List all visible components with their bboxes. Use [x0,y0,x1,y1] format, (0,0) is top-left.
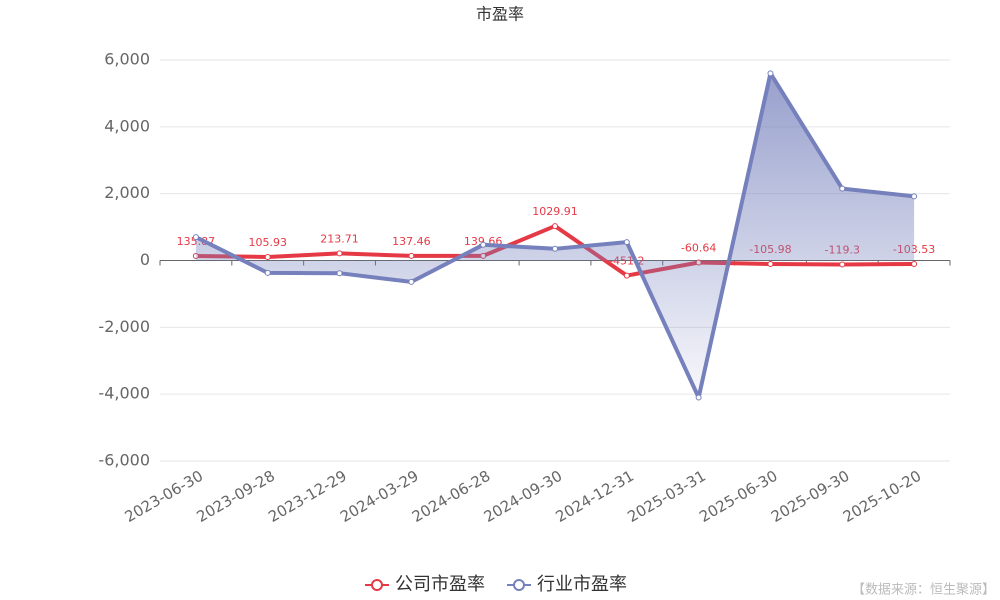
x-tick-label: 2024-12-31 [553,467,638,526]
point [767,261,774,268]
point [552,245,558,252]
legend-label: 行业市盈率 [537,574,627,595]
value-label: 213.71 [320,232,359,245]
value-label: 137.46 [392,235,431,248]
x-tick-label: 2023-12-29 [265,467,350,526]
x-tick-label: 2025-10-20 [840,467,925,526]
area [195,73,915,398]
point [767,70,774,77]
point [480,241,487,248]
x-tick-label: 2024-06-28 [409,467,494,526]
point [408,278,415,285]
point [552,223,558,230]
point [911,260,918,267]
y-tick-label: -2,000 [98,317,150,336]
chart-title: 市盈率 [476,5,524,24]
point [336,250,343,257]
legend-marker [371,579,383,591]
x-tick-label: 2025-03-31 [624,467,709,526]
point [264,253,271,260]
point [911,193,918,200]
y-tick-label: 6,000 [104,50,150,69]
x-tick-label: 2025-06-30 [696,467,781,526]
value-label: -60.64 [681,242,716,255]
point [336,270,343,277]
y-tick-label: -4,000 [98,384,150,403]
y-tick-label: 2,000 [104,183,150,202]
point [695,394,702,401]
y-tick-label: 0 [140,250,150,269]
x-tick-label: 2025-09-30 [768,467,853,526]
y-tick-label: 4,000 [104,116,150,135]
point [623,239,630,246]
value-label: 105.93 [248,236,287,249]
point [264,269,271,276]
y-tick-label: -6,000 [98,451,150,470]
point [623,272,630,279]
x-tick-label: 2024-03-29 [337,467,422,526]
point [192,234,199,241]
legend-marker [513,579,525,591]
x-tick-label: 2024-09-30 [481,467,566,526]
source-note: 【数据来源：恒生聚源】 [852,583,995,598]
point [839,185,846,192]
value-label: 1029.91 [532,205,578,218]
x-tick-label: 2023-09-28 [193,467,278,526]
x-tick-label: 2023-06-30 [122,467,207,526]
point [408,252,415,259]
legend-label: 公司市盈率 [395,574,485,595]
point [839,261,846,268]
